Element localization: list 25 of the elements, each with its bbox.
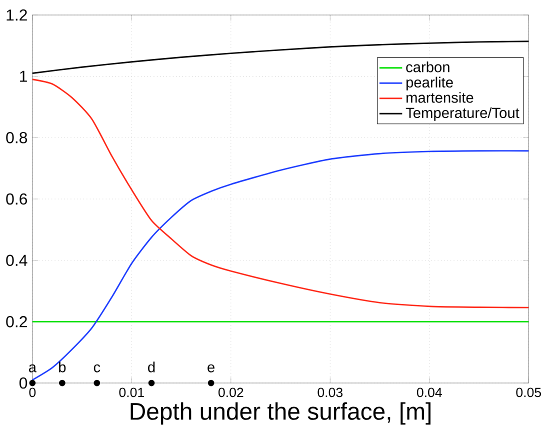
legend-label: carbon [406,62,450,72]
x-tick-label: 0.01 [119,388,144,398]
annotation: d [148,362,155,372]
annotation: e [208,364,214,372]
annotation: c [94,364,100,372]
line-series [32,78,530,308]
y-tick-label: 0.4 [6,254,28,266]
y-tick-label: 0.6 [6,193,28,205]
legend-label: pearlite [406,76,453,90]
x-axis-title: Depth under the surface, [m] [130,402,430,425]
annotation: b [59,362,66,372]
y-tick-label: 0.8 [6,132,28,144]
x-tick-label: 0.04 [416,388,442,398]
legend-label: Temperature/Tout [406,107,520,121]
y-tick-label: 0 [19,377,28,389]
legend-label: martensite [406,92,474,103]
y-tick-label: 1 [20,70,27,82]
y-tick-label: 1.2 [6,9,27,21]
y-tick-label: 0.2 [6,316,27,328]
annotation: a [28,364,36,372]
x-tick-label: 0.03 [318,388,343,398]
x-tick-label: 0.05 [516,388,542,398]
x-tick-label: 0.02 [218,388,244,398]
x-tick-label: 0 [29,388,36,398]
line-series [32,40,530,74]
